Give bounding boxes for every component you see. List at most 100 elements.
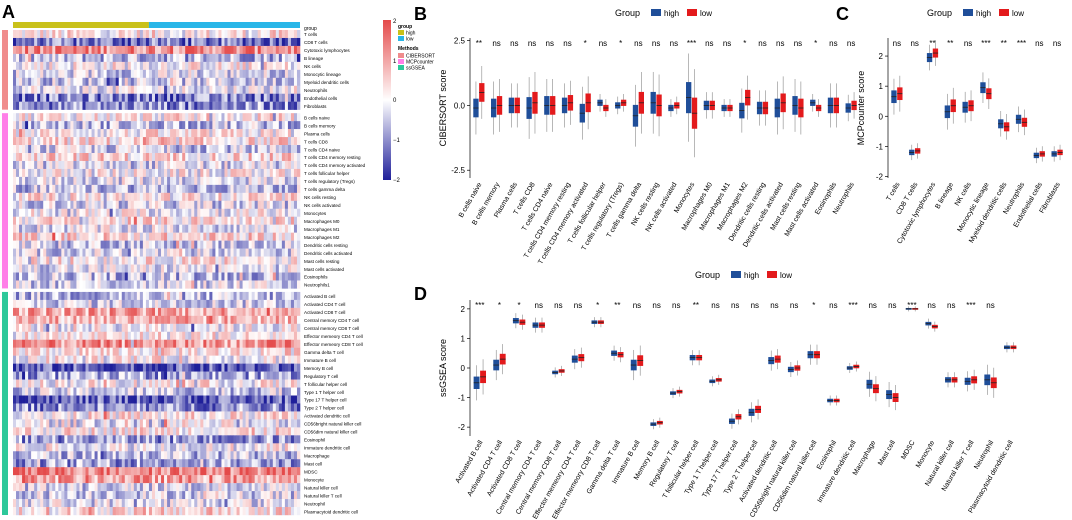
heatmap-cell: [293, 248, 298, 257]
heatmap-cell: [49, 307, 53, 317]
heatmap-cell: [227, 291, 231, 301]
heatmap-cell: [148, 176, 153, 186]
heatmap-cell: [148, 85, 153, 94]
heatmap-cell: [269, 232, 274, 241]
heatmap-cell: [281, 347, 286, 356]
heatmap-cell: [236, 427, 240, 436]
heatmap-cell: [203, 323, 207, 332]
heatmap-cell: [257, 443, 262, 452]
heatmap-cell: [88, 153, 92, 162]
heatmap-cell: [145, 355, 150, 364]
heatmap-cell: [52, 53, 56, 63]
heatmap-cell: [224, 240, 228, 249]
heatmap-cell: [55, 37, 59, 47]
heatmap-cell: [37, 153, 41, 162]
heatmap-cell: [296, 427, 301, 436]
heatmap-cell: [185, 379, 189, 388]
heatmap-cell: [61, 435, 65, 444]
heatmap-cell: [106, 129, 110, 138]
heatmap-cell: [103, 121, 107, 130]
heatmap-cell: [34, 355, 38, 364]
heatmap-cell: [109, 176, 113, 186]
heatmap-cell: [287, 419, 292, 428]
heatmap-cell: [115, 45, 120, 55]
heatmap-cell: [58, 435, 62, 444]
heatmap-cell: [76, 113, 80, 122]
heatmap-cell: [275, 216, 280, 225]
heatmap-cell: [16, 224, 20, 233]
heatmap-cell: [278, 121, 283, 130]
heatmap-cell: [13, 379, 17, 388]
heatmap-cell: [296, 69, 301, 78]
heatmap-cell: [203, 339, 207, 348]
heatmap-cell: [275, 395, 280, 404]
heatmap-cell: [55, 208, 59, 217]
heatmap-cell: [248, 113, 252, 122]
heatmap-cell: [260, 355, 265, 364]
heatmap-cell: [148, 248, 153, 257]
heatmap-cell: [49, 145, 53, 154]
heatmap-cell: [55, 137, 59, 146]
heatmap-cell: [73, 323, 77, 332]
heatmap-cell: [170, 121, 174, 130]
heatmap-cell: [28, 411, 32, 420]
heatmap-cell: [67, 248, 71, 257]
heatmap-cell: [257, 37, 262, 47]
heatmap-cell: [46, 45, 50, 55]
heatmap-cell: [206, 387, 210, 396]
heatmap-cell: [269, 160, 274, 170]
heatmap-cell: [281, 101, 286, 110]
heatmap-cell: [191, 280, 195, 289]
heatmap-cell: [64, 427, 68, 436]
heatmap-cell: [263, 45, 268, 55]
heatmap-cell: [106, 145, 110, 154]
heatmap-cell: [293, 264, 298, 273]
heatmap-cell: [215, 331, 219, 340]
heatmap-cell: [167, 419, 171, 428]
heatmap-cell: [25, 264, 29, 273]
heatmap-cell: [185, 291, 189, 301]
heatmap-cell: [70, 315, 74, 324]
heatmap-cell: [121, 153, 126, 162]
heatmap-cell: [248, 77, 252, 86]
heatmap-cell: [179, 291, 183, 301]
heatmap-cell: [215, 113, 219, 122]
heatmap-cell: [13, 30, 17, 39]
heatmap-cell: [106, 153, 110, 162]
heatmap-cell: [145, 45, 150, 55]
heatmap-cell: [151, 77, 156, 86]
heatmap-cell: [19, 232, 23, 241]
heatmap-cell: [106, 307, 110, 317]
heatmap-cell: [97, 101, 101, 110]
heatmap-cell: [34, 93, 38, 102]
heatmap-cell: [257, 256, 262, 265]
heatmap-cell: [287, 85, 292, 94]
heatmap-cell: [70, 61, 74, 71]
heatmap-cell: [257, 192, 262, 201]
heatmap-cell: [85, 101, 89, 110]
heatmap-cell: [161, 240, 165, 249]
heatmap-cell: [34, 30, 38, 39]
heatmap-cell: [203, 419, 207, 428]
heatmap-cell: [79, 145, 83, 154]
heatmap-cell: [197, 427, 201, 436]
heatmap-cell: [85, 69, 89, 78]
heatmap-cell: [142, 379, 147, 388]
heatmap-cell: [218, 280, 222, 289]
heatmap-cell: [206, 299, 210, 309]
heatmap-cell: [19, 93, 23, 102]
heatmap-cell: [100, 264, 104, 273]
heatmap-cell: [127, 121, 132, 130]
heatmap-cell: [148, 37, 153, 47]
heatmap-cell: [239, 216, 243, 225]
heatmap-cell: [148, 419, 153, 428]
heatmap-cell: [245, 395, 249, 404]
heatmap-cell: [191, 264, 195, 273]
heatmap-cell: [170, 77, 174, 86]
heatmap-cell: [103, 264, 107, 273]
heatmap-cell: [290, 331, 295, 340]
heatmap-cell: [227, 264, 231, 273]
heatmap-cell: [94, 427, 98, 436]
heatmap-cell: [139, 101, 144, 110]
heatmap-cell: [182, 160, 186, 170]
